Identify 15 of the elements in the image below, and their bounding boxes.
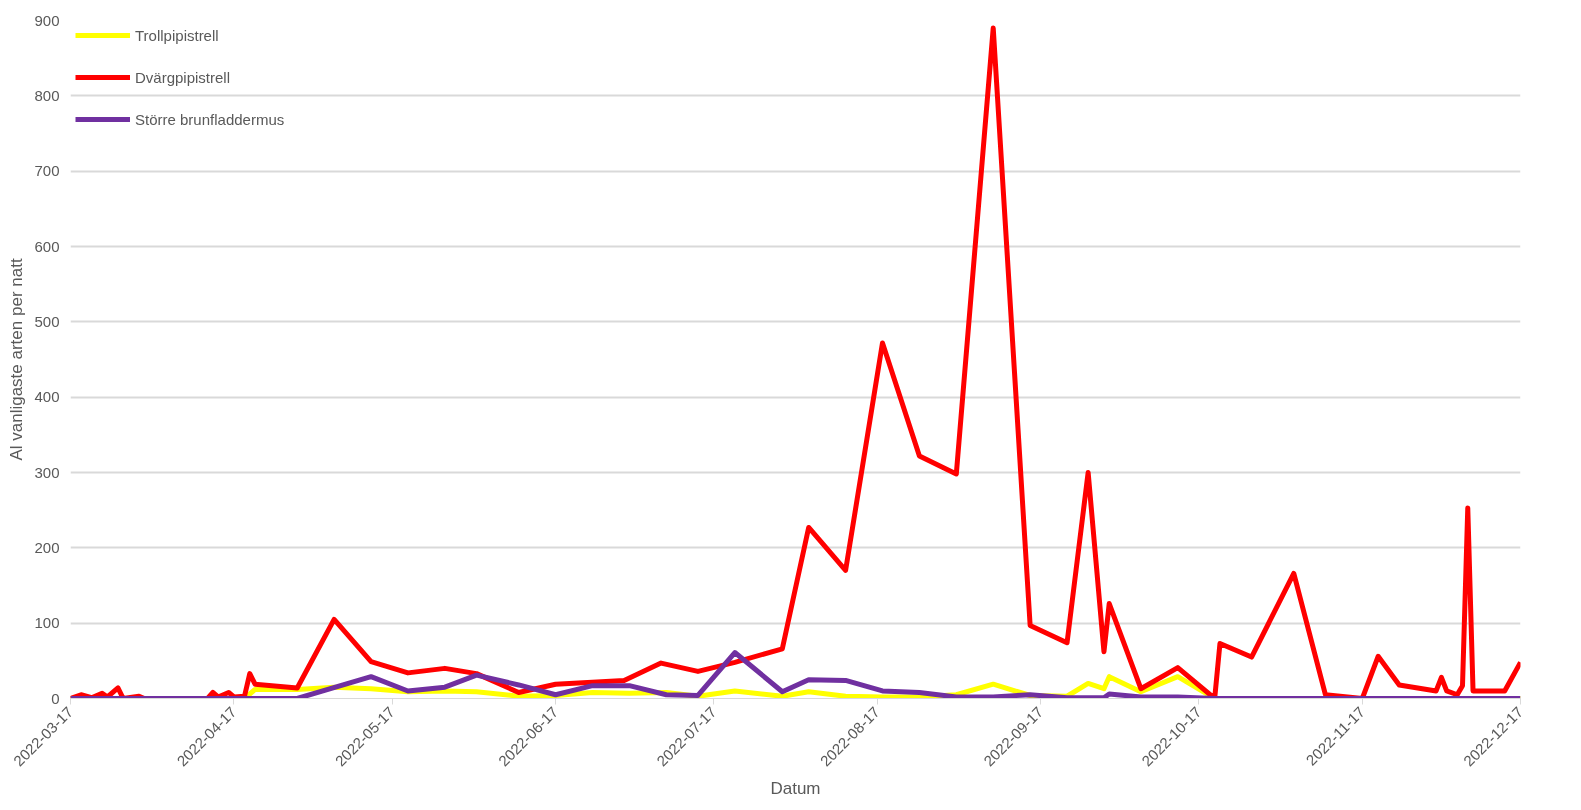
legend-label: Trollpipistrell: [135, 26, 219, 44]
y-tick-label: 900: [34, 11, 60, 29]
y-tick-label: 800: [34, 86, 60, 104]
y-tick-label: 400: [34, 388, 60, 406]
legend-label: Större brunfladdermus: [135, 110, 285, 128]
y-tick-label: 600: [34, 237, 60, 255]
y-tick-label: 500: [34, 312, 60, 330]
y-axis-title: Al vanligaste arten per natt: [7, 258, 27, 461]
y-tick-label: 300: [34, 463, 60, 481]
x-axis-title: Datum: [770, 778, 821, 798]
y-tick-label: 200: [34, 538, 60, 556]
y-tick-label: 100: [34, 614, 60, 632]
y-tick-label: 0: [51, 689, 60, 707]
legend-label: Dvärgpipistrell: [135, 68, 231, 86]
y-tick-label: 700: [34, 162, 60, 180]
